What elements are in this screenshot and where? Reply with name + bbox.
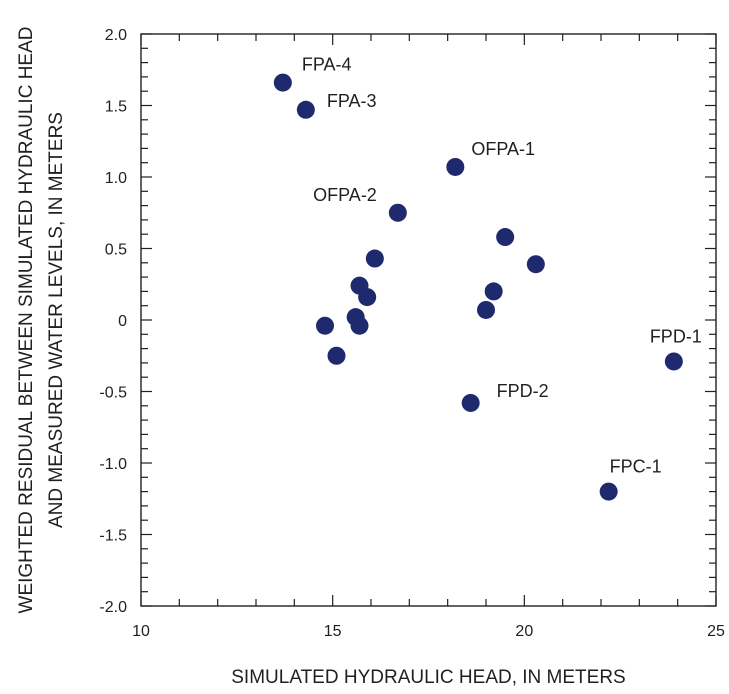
data-point	[664, 352, 683, 371]
x-tick-label: 20	[515, 623, 533, 640]
plot-frame	[140, 33, 717, 607]
data-point	[388, 203, 407, 222]
y-axis-title-line-2: AND MEASURED WATER LEVELS, IN METERS	[46, 112, 67, 528]
data-point	[327, 346, 346, 365]
y-tick-label: -1.0	[99, 456, 127, 473]
data-point	[296, 100, 315, 119]
data-point	[461, 393, 480, 412]
x-axis-title: SIMULATED HYDRAULIC HEAD, IN METERS	[231, 667, 625, 688]
y-tick-label: 2.0	[105, 27, 127, 44]
point-label: FPC-1	[610, 457, 662, 477]
y-tick-label: 0.5	[105, 242, 127, 259]
point-label: OFPA-2	[313, 185, 377, 205]
data-point	[446, 157, 465, 176]
y-tick-label: -1.5	[99, 528, 127, 545]
data-point	[350, 316, 369, 335]
data-point	[526, 255, 545, 274]
x-tick-label: 15	[324, 623, 342, 640]
point-label: FPD-2	[497, 381, 549, 401]
point-labels: FPA-4 FPA-3 OFPA-1 OFPA-2 FPD-1 FPD-2 FPC-1	[302, 55, 702, 477]
point-label: FPA-3	[327, 91, 377, 111]
x-tick-labels: 10 15 20 25	[132, 623, 725, 640]
data-point	[496, 228, 515, 247]
data-point	[477, 300, 495, 319]
point-label: FPA-4	[302, 55, 352, 75]
y-tick-label: 1.0	[105, 170, 127, 187]
y-tick-label: -0.5	[99, 385, 127, 402]
y-tick-label: -2.0	[99, 599, 127, 616]
y-tick-label: 1.5	[105, 99, 127, 116]
minor-ticks	[140, 33, 717, 607]
data-point	[365, 249, 384, 268]
y-axis-title-line-1: WEIGHTED RESIDUAL BETWEEN SIMULATED HYDR…	[16, 27, 37, 614]
data-point	[599, 482, 618, 501]
y-tick-labels: 2.0 1.5 1.0 0.5 0 -0.5 -1.0 -1.5 -2.0	[99, 27, 127, 616]
x-tick-label: 10	[132, 623, 150, 640]
data-point	[358, 288, 377, 307]
point-label: FPD-1	[650, 326, 702, 346]
y-tick-label: 0	[118, 313, 127, 330]
point-label: OFPA-1	[471, 139, 535, 159]
data-point	[316, 316, 334, 335]
data-point	[273, 73, 292, 92]
data-point	[484, 282, 503, 301]
y-axis-title: WEIGHTED RESIDUAL BETWEEN SIMULATED HYDR…	[16, 27, 67, 614]
x-tick-label: 25	[707, 623, 725, 640]
data-points	[273, 73, 683, 501]
